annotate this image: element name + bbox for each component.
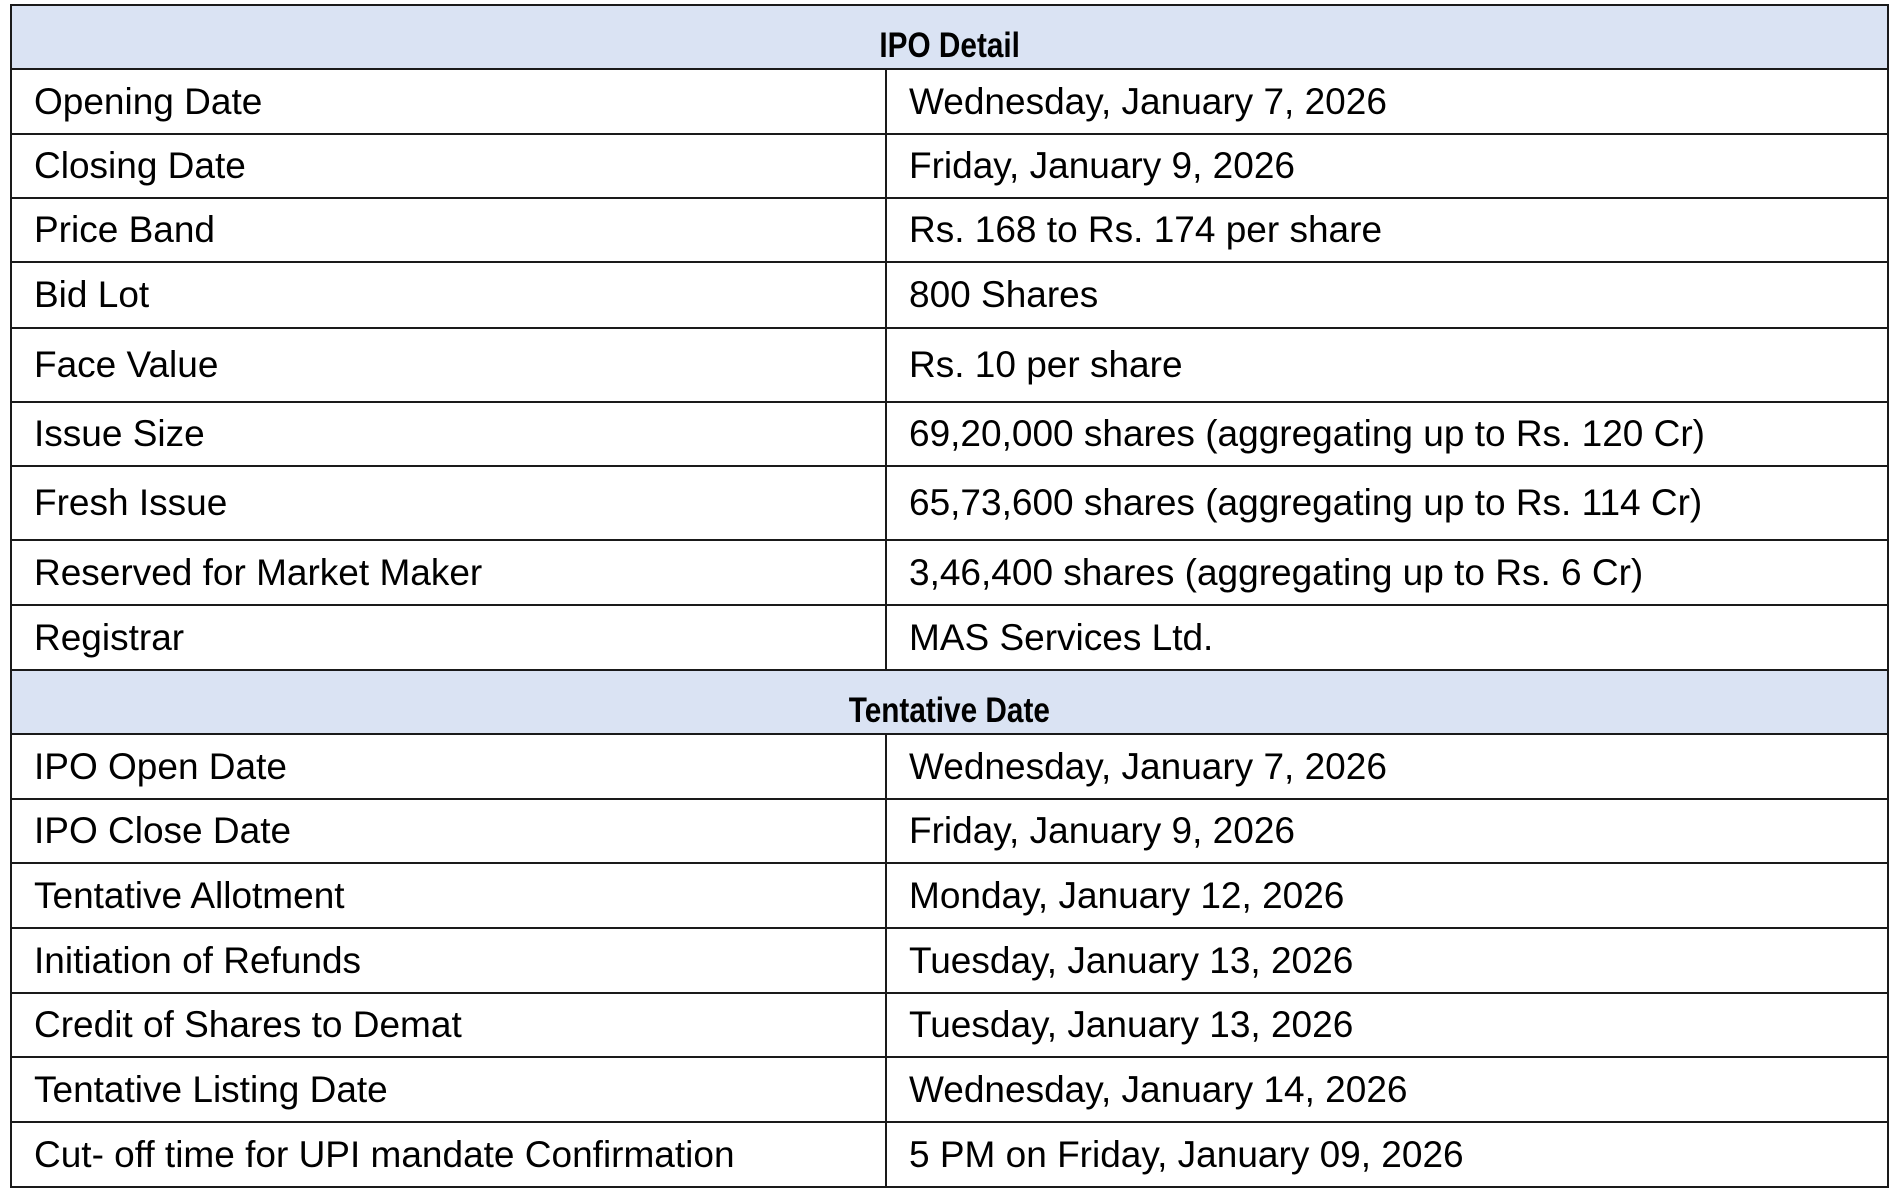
section-title-cell: IPO Detail [10,4,1889,70]
table-row: Reserved for Market Maker 3,46,400 shares… [10,539,1889,606]
row-value: Wednesday, January 7, 2026 [885,733,1889,800]
table-row: Issue Size 69,20,000 shares (aggregating … [10,401,1889,467]
row-value: Friday, January 9, 2026 [885,133,1889,199]
row-label: IPO Close Date [10,798,887,864]
table-row: Credit of Shares to Demat Tuesday, Januar… [10,992,1889,1058]
row-label: Price Band [10,197,887,263]
table-row: Face Value Rs. 10 per share [10,327,1889,403]
table-row: Tentative Allotment Monday, January 12, 2… [10,862,1889,929]
table-row: Cut- off time for UPI mandate Confirmati… [10,1121,1889,1188]
row-value: Wednesday, January 7, 2026 [885,68,1889,135]
row-label: IPO Open Date [10,733,887,800]
row-label: Tentative Listing Date [10,1056,887,1123]
table-row: Bid Lot 800 Shares [10,261,1889,329]
row-label: Reserved for Market Maker [10,539,887,606]
row-label: Credit of Shares to Demat [10,992,887,1058]
row-value: Tuesday, January 13, 2026 [885,992,1889,1058]
row-label: Cut- off time for UPI mandate Confirmati… [10,1121,887,1188]
row-value: 800 Shares [885,261,1889,329]
row-value: Rs. 10 per share [885,327,1889,403]
row-value: 3,46,400 shares (aggregating up to Rs. 6… [885,539,1889,606]
section-title-cell: Tentative Date [10,669,1889,735]
row-value: Tuesday, January 13, 2026 [885,927,1889,994]
table-row: Fresh Issue 65,73,600 shares (aggregating… [10,465,1889,541]
row-value: Friday, January 9, 2026 [885,798,1889,864]
row-label: Initiation of Refunds [10,927,887,994]
table-row: Closing Date Friday, January 9, 2026 [10,133,1889,199]
section-title: Tentative Date [848,691,1051,730]
table-row: Registrar MAS Services Ltd. [10,604,1889,671]
section-title: IPO Detail [879,26,1020,65]
row-label: Face Value [10,327,887,403]
table-row: Tentative Listing Date Wednesday, January… [10,1056,1889,1123]
row-value: Rs. 168 to Rs. 174 per share [885,197,1889,263]
section-header: Tentative Date [10,669,1889,735]
row-label: Fresh Issue [10,465,887,541]
table-row: Price Band Rs. 168 to Rs. 174 per share [10,197,1889,263]
section-header: IPO Detail [10,4,1889,70]
row-label: Issue Size [10,401,887,467]
table-row: Initiation of Refunds Tuesday, January 13… [10,927,1889,994]
table-row: Opening Date Wednesday, January 7, 2026 [10,68,1889,135]
row-label: Bid Lot [10,261,887,329]
ipo-table: IPO Detail Opening Date Wednesday, January… [10,4,1889,1188]
row-label: Closing Date [10,133,887,199]
table-row: IPO Open Date Wednesday, January 7, 2026 [10,733,1889,800]
row-value: 69,20,000 shares (aggregating up to Rs. … [885,401,1889,467]
row-value: 5 PM on Friday, January 09, 2026 [885,1121,1889,1188]
table-row: IPO Close Date Friday, January 9, 2026 [10,798,1889,864]
row-value: MAS Services Ltd. [885,604,1889,671]
row-value: 65,73,600 shares (aggregating up to Rs. … [885,465,1889,541]
row-value: Wednesday, January 14, 2026 [885,1056,1889,1123]
row-value: Monday, January 12, 2026 [885,862,1889,929]
row-label: Opening Date [10,68,887,135]
row-label: Tentative Allotment [10,862,887,929]
row-label: Registrar [10,604,887,671]
